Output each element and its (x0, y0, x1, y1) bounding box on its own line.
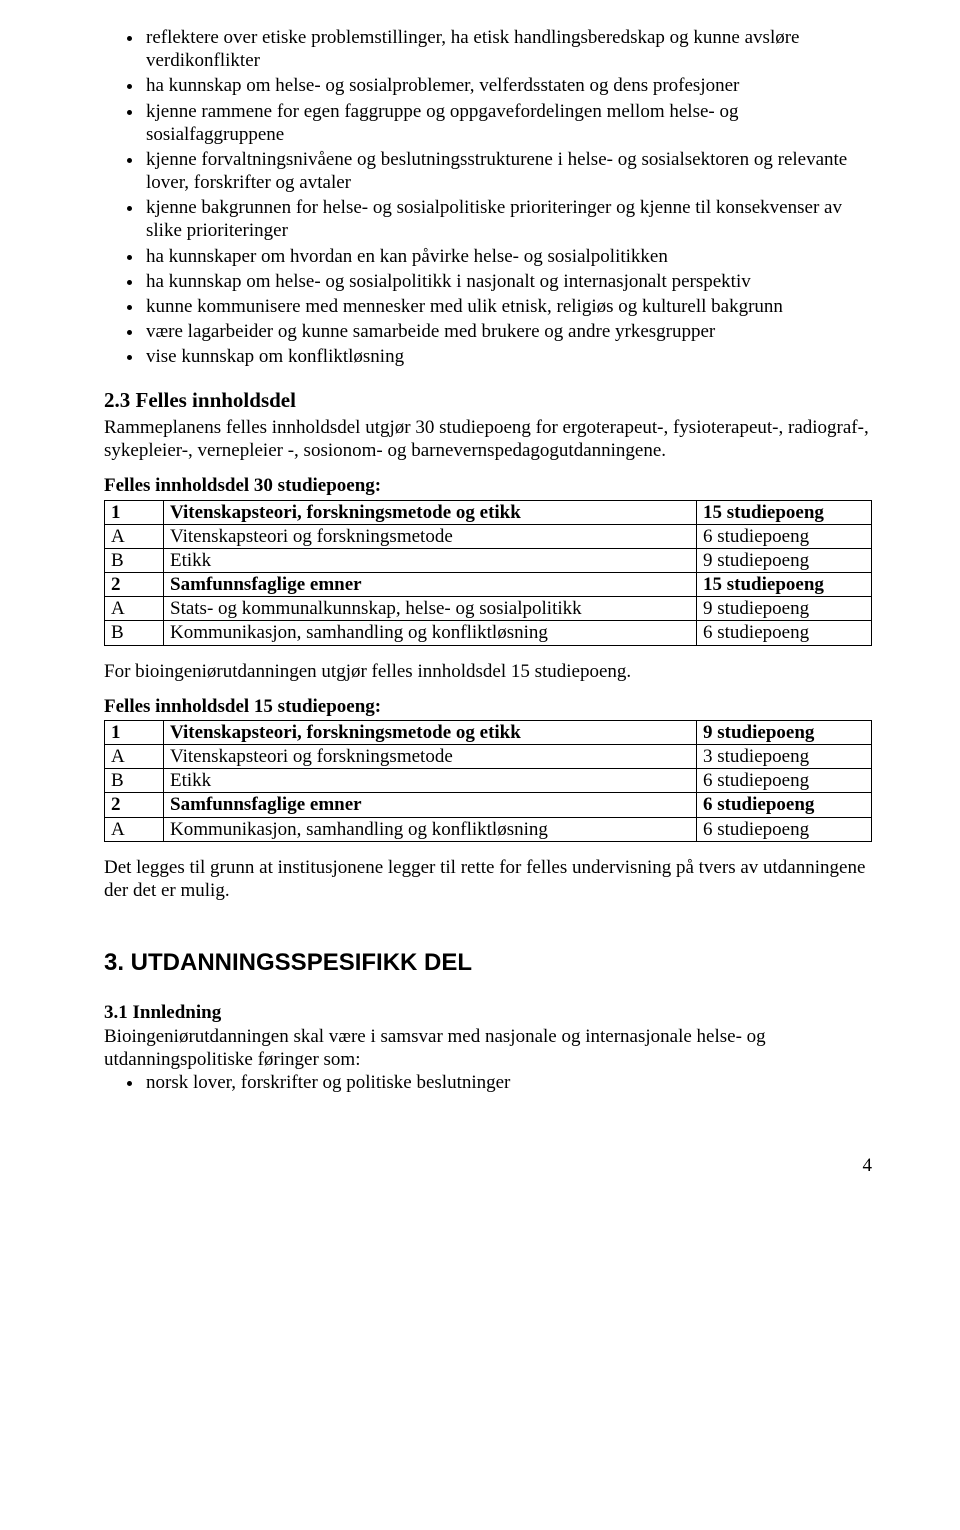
table-cell-points: 9 studiepoeng (697, 720, 872, 744)
table-row: A Stats- og kommunalkunnskap, helse- og … (105, 597, 872, 621)
table-row: 1 Vitenskapsteori, forskningsmetode og e… (105, 720, 872, 744)
table-cell-key: B (105, 621, 164, 645)
table-30: 1 Vitenskapsteori, forskningsmetode og e… (104, 500, 872, 646)
table-cell-points: 3 studiepoeng (697, 745, 872, 769)
table-cell-desc: Vitenskapsteori og forskningsmetode (164, 745, 697, 769)
table-cell-desc: Samfunnsfaglige emner (164, 793, 697, 817)
table-cell-key: 1 (105, 720, 164, 744)
table-row: B Etikk 9 studiepoeng (105, 548, 872, 572)
chapter-3-title: 3. UTDANNINGSSPESIFIKK DEL (104, 948, 872, 977)
table-row: A Vitenskapsteori og forskningsmetode 6 … (105, 524, 872, 548)
table-row: 2 Samfunnsfaglige emner 6 studiepoeng (105, 793, 872, 817)
table-cell-points: 15 studiepoeng (697, 500, 872, 524)
list-item: kjenne forvaltningsnivåene og beslutning… (144, 148, 872, 194)
table-cell-key: B (105, 548, 164, 572)
table-30-heading: Felles innholdsdel 30 studiepoeng: (104, 474, 872, 497)
table-cell-points: 6 studiepoeng (697, 793, 872, 817)
list-item: kjenne bakgrunnen for helse- og sosialpo… (144, 196, 872, 242)
table-cell-key: 1 (105, 500, 164, 524)
list-item: være lagarbeider og kunne samarbeide med… (144, 320, 872, 343)
end-paragraph: Det legges til grunn at institusjonene l… (104, 856, 872, 902)
table-row: B Kommunikasjon, samhandling og konflikt… (105, 621, 872, 645)
table-cell-key: 2 (105, 573, 164, 597)
page-number: 4 (104, 1154, 872, 1177)
table-cell-points: 15 studiepoeng (697, 573, 872, 597)
list-item: vise kunnskap om konfliktløsning (144, 345, 872, 368)
table-cell-key: 2 (105, 793, 164, 817)
table-15-heading: Felles innholdsdel 15 studiepoeng: (104, 695, 872, 718)
table-cell-points: 6 studiepoeng (697, 524, 872, 548)
table-row: A Vitenskapsteori og forskningsmetode 3 … (105, 745, 872, 769)
list-item: norsk lover, forskrifter og politiske be… (144, 1071, 872, 1094)
table-row: 1 Vitenskapsteori, forskningsmetode og e… (105, 500, 872, 524)
table-row: B Etikk 6 studiepoeng (105, 769, 872, 793)
table-cell-points: 6 studiepoeng (697, 817, 872, 841)
section-3-1-title: 3.1 Innledning (104, 1002, 221, 1023)
table-cell-key: A (105, 817, 164, 841)
list-item: ha kunnskap om helse- og sosialpolitikk … (144, 270, 872, 293)
table-cell-desc: Samfunnsfaglige emner (164, 573, 697, 597)
table-cell-desc: Etikk (164, 769, 697, 793)
list-item: ha kunnskaper om hvordan en kan påvirke … (144, 245, 872, 268)
top-bullet-list: reflektere over etiske problemstillinger… (104, 26, 872, 368)
table-cell-desc: Vitenskapsteori, forskningsmetode og eti… (164, 500, 697, 524)
table-cell-desc: Kommunikasjon, samhandling og konfliktlø… (164, 817, 697, 841)
table-cell-points: 9 studiepoeng (697, 597, 872, 621)
list-item: kjenne rammene for egen faggruppe og opp… (144, 100, 872, 146)
table-cell-points: 6 studiepoeng (697, 769, 872, 793)
section-2-3-intro: Rammeplanens felles innholdsdel utgjør 3… (104, 416, 872, 462)
table-cell-desc: Vitenskapsteori, forskningsmetode og eti… (164, 720, 697, 744)
table-cell-key: A (105, 597, 164, 621)
table-15: 1 Vitenskapsteori, forskningsmetode og e… (104, 720, 872, 842)
section-3-1-intro: Bioingeniørutdanningen skal være i samsv… (104, 1025, 872, 1071)
list-item: ha kunnskap om helse- og sosialproblemer… (144, 74, 872, 97)
table-row: A Kommunikasjon, samhandling og konflikt… (105, 817, 872, 841)
list-item: kunne kommunisere med mennesker med ulik… (144, 295, 872, 318)
table-cell-key: A (105, 745, 164, 769)
table-cell-points: 9 studiepoeng (697, 548, 872, 572)
table-cell-key: B (105, 769, 164, 793)
table-cell-desc: Stats- og kommunalkunnskap, helse- og so… (164, 597, 697, 621)
table-cell-desc: Etikk (164, 548, 697, 572)
section-2-3-title: 2.3 Felles innholdsdel (104, 388, 872, 414)
table-row: 2 Samfunnsfaglige emner 15 studiepoeng (105, 573, 872, 597)
table-cell-desc: Vitenskapsteori og forskningsmetode (164, 524, 697, 548)
mid-paragraph: For bioingeniørutdanningen utgjør felles… (104, 660, 872, 683)
table-cell-desc: Kommunikasjon, samhandling og konfliktlø… (164, 621, 697, 645)
table-cell-key: A (105, 524, 164, 548)
table-cell-points: 6 studiepoeng (697, 621, 872, 645)
list-item: reflektere over etiske problemstillinger… (144, 26, 872, 72)
chapter-3-bullet-list: norsk lover, forskrifter og politiske be… (104, 1071, 872, 1094)
